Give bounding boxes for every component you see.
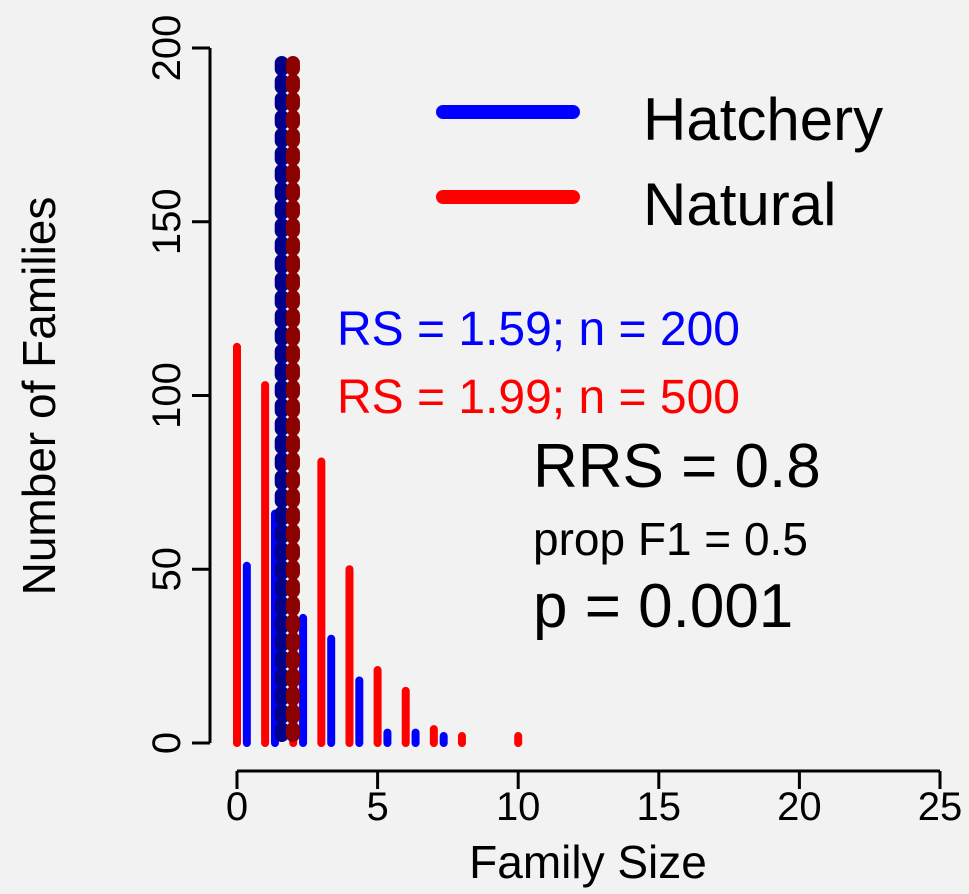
y-tick-label: 0 (145, 732, 189, 754)
x-tick-label: 5 (366, 785, 388, 829)
y-tick-label: 200 (145, 15, 189, 82)
annotation: p = 0.001 (533, 572, 793, 641)
y-tick-label: 100 (145, 362, 189, 429)
x-tick-label: 0 (226, 785, 248, 829)
annotation: RS = 1.59; n = 200 (337, 303, 740, 356)
x-tick-label: 10 (496, 785, 541, 829)
legend-label: Hatchery (643, 86, 883, 153)
annotation: RS = 1.99; n = 500 (337, 371, 740, 424)
x-tick-label: 25 (918, 785, 963, 829)
y-tick-label: 50 (145, 547, 189, 592)
annotation: RRS = 0.8 (533, 432, 821, 501)
x-axis-label: Family Size (469, 836, 707, 888)
y-axis-label: Number of Families (13, 197, 65, 596)
y-tick-label: 150 (145, 188, 189, 255)
annotation: prop F1 = 0.5 (533, 513, 808, 565)
x-tick-label: 15 (637, 785, 682, 829)
x-tick-label: 20 (777, 785, 822, 829)
legend-label: Natural (643, 171, 836, 238)
